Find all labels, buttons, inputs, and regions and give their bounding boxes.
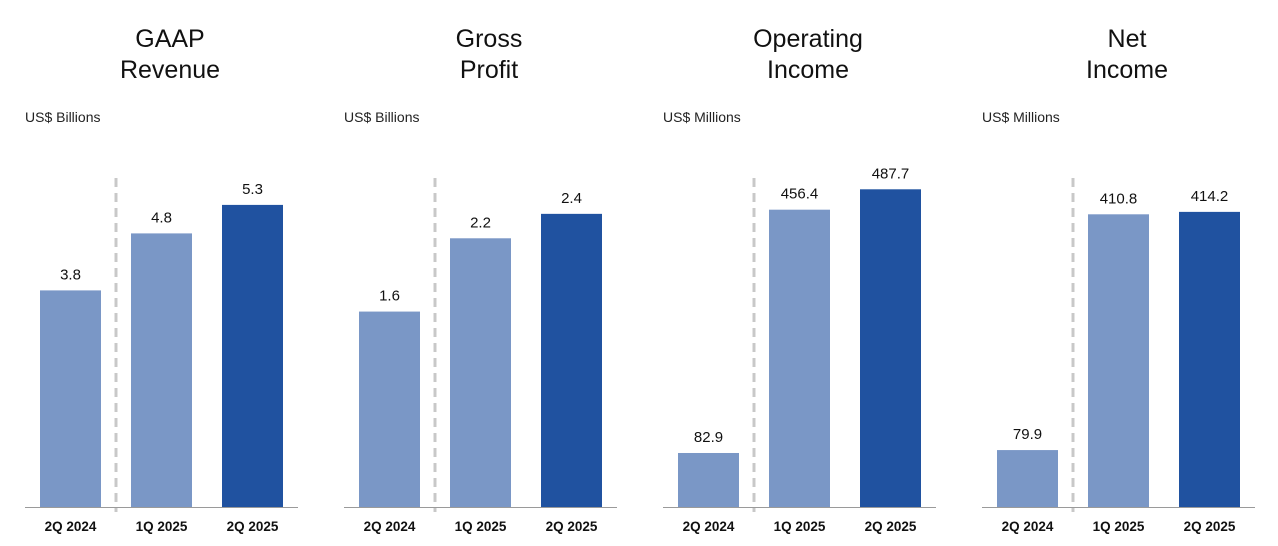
bar-value-label: 1.6	[379, 288, 400, 305]
bar-value-label: 487.7	[872, 165, 910, 182]
chart-title-line-1: Net	[1107, 25, 1147, 53]
chart-title-line-2: Income	[767, 56, 849, 84]
y-axis-unit-label: US$ Billions	[344, 109, 420, 125]
bar-value-label: 456.4	[781, 186, 819, 203]
chart-title: Net Income	[977, 24, 1277, 86]
bar	[222, 204, 283, 507]
category-tick-label: 2Q 2025	[546, 519, 598, 534]
category-tick-label: 2Q 2024	[1002, 519, 1054, 534]
bar	[860, 189, 921, 507]
bar-value-label: 2.2	[470, 214, 491, 231]
bar	[1179, 211, 1240, 507]
bar-value-label: 2.4	[561, 190, 582, 207]
bar-chart-svg: 3.8 2Q 2024 4.8 1Q 2025 5.3 2Q 2025	[25, 178, 298, 534]
category-tick-label: 2Q 2024	[45, 519, 97, 534]
bar-value-label: 414.2	[1191, 188, 1229, 205]
gross-profit-chart-panel: Gross Profit US$ Billions 1.6 2Q 2024 2.2 1…	[339, 0, 639, 546]
category-tick-label: 1Q 2025	[136, 519, 188, 534]
bar	[769, 209, 830, 508]
chart-title-line-1: GAAP	[135, 25, 205, 53]
y-axis-unit-label: US$ Millions	[663, 109, 741, 125]
category-tick-label: 2Q 2025	[865, 519, 917, 534]
bar-chart-svg: 82.9 2Q 2024 456.4 1Q 2025 487.7 2Q 2025	[663, 165, 936, 534]
category-tick-label: 2Q 2025	[1184, 519, 1236, 534]
bar	[450, 238, 511, 508]
chart-title-line-1: Gross	[455, 25, 523, 53]
bar-chart-svg: 1.6 2Q 2024 2.2 1Q 2025 2.4 2Q 2025	[344, 178, 617, 534]
category-tick-label: 2Q 2025	[227, 519, 279, 534]
chart-title: Gross Profit	[339, 24, 639, 86]
bar-value-label: 79.9	[1013, 426, 1042, 443]
bar	[359, 311, 420, 507]
bar-chart-svg: 79.9 2Q 2024 410.8 1Q 2025 414.2 2Q 2025	[982, 178, 1255, 534]
chart-title: GAAP Revenue	[20, 24, 320, 86]
category-tick-label: 1Q 2025	[774, 519, 826, 534]
category-tick-label: 2Q 2024	[683, 519, 735, 534]
bar-value-label: 410.8	[1100, 190, 1138, 207]
chart-title-line-2: Income	[1086, 56, 1168, 84]
category-tick-label: 2Q 2024	[364, 519, 416, 534]
chart-title-line-2: Revenue	[119, 56, 221, 84]
bar-value-label: 82.9	[694, 429, 723, 446]
net-income-chart-panel: Net Income US$ Millions 79.9 2Q 2024 410.8…	[977, 0, 1277, 546]
bar	[997, 450, 1058, 507]
chart-title-line-2: Profit	[459, 56, 519, 84]
category-tick-label: 1Q 2025	[1093, 519, 1145, 534]
bar	[1088, 214, 1149, 507]
y-axis-unit-label: US$ Millions	[982, 109, 1060, 125]
bar	[541, 213, 602, 507]
bar	[678, 452, 739, 507]
bar	[40, 290, 101, 507]
bar-value-label: 5.3	[242, 181, 263, 198]
bar-value-label: 3.8	[60, 266, 81, 283]
bar	[131, 233, 192, 507]
chart-title: Operating Income	[658, 24, 958, 86]
category-tick-label: 1Q 2025	[455, 519, 507, 534]
chart-title-line-1: Operating	[753, 25, 863, 53]
y-axis-unit-label: US$ Billions	[25, 109, 101, 125]
operating-income-chart-panel: Operating Income US$ Millions 82.9 2Q 202…	[658, 0, 958, 546]
bar-value-label: 4.8	[151, 209, 172, 226]
revenue-chart-panel: GAAP Revenue US$ Billions 3.8 2Q 2024 4.8 1…	[20, 0, 320, 546]
